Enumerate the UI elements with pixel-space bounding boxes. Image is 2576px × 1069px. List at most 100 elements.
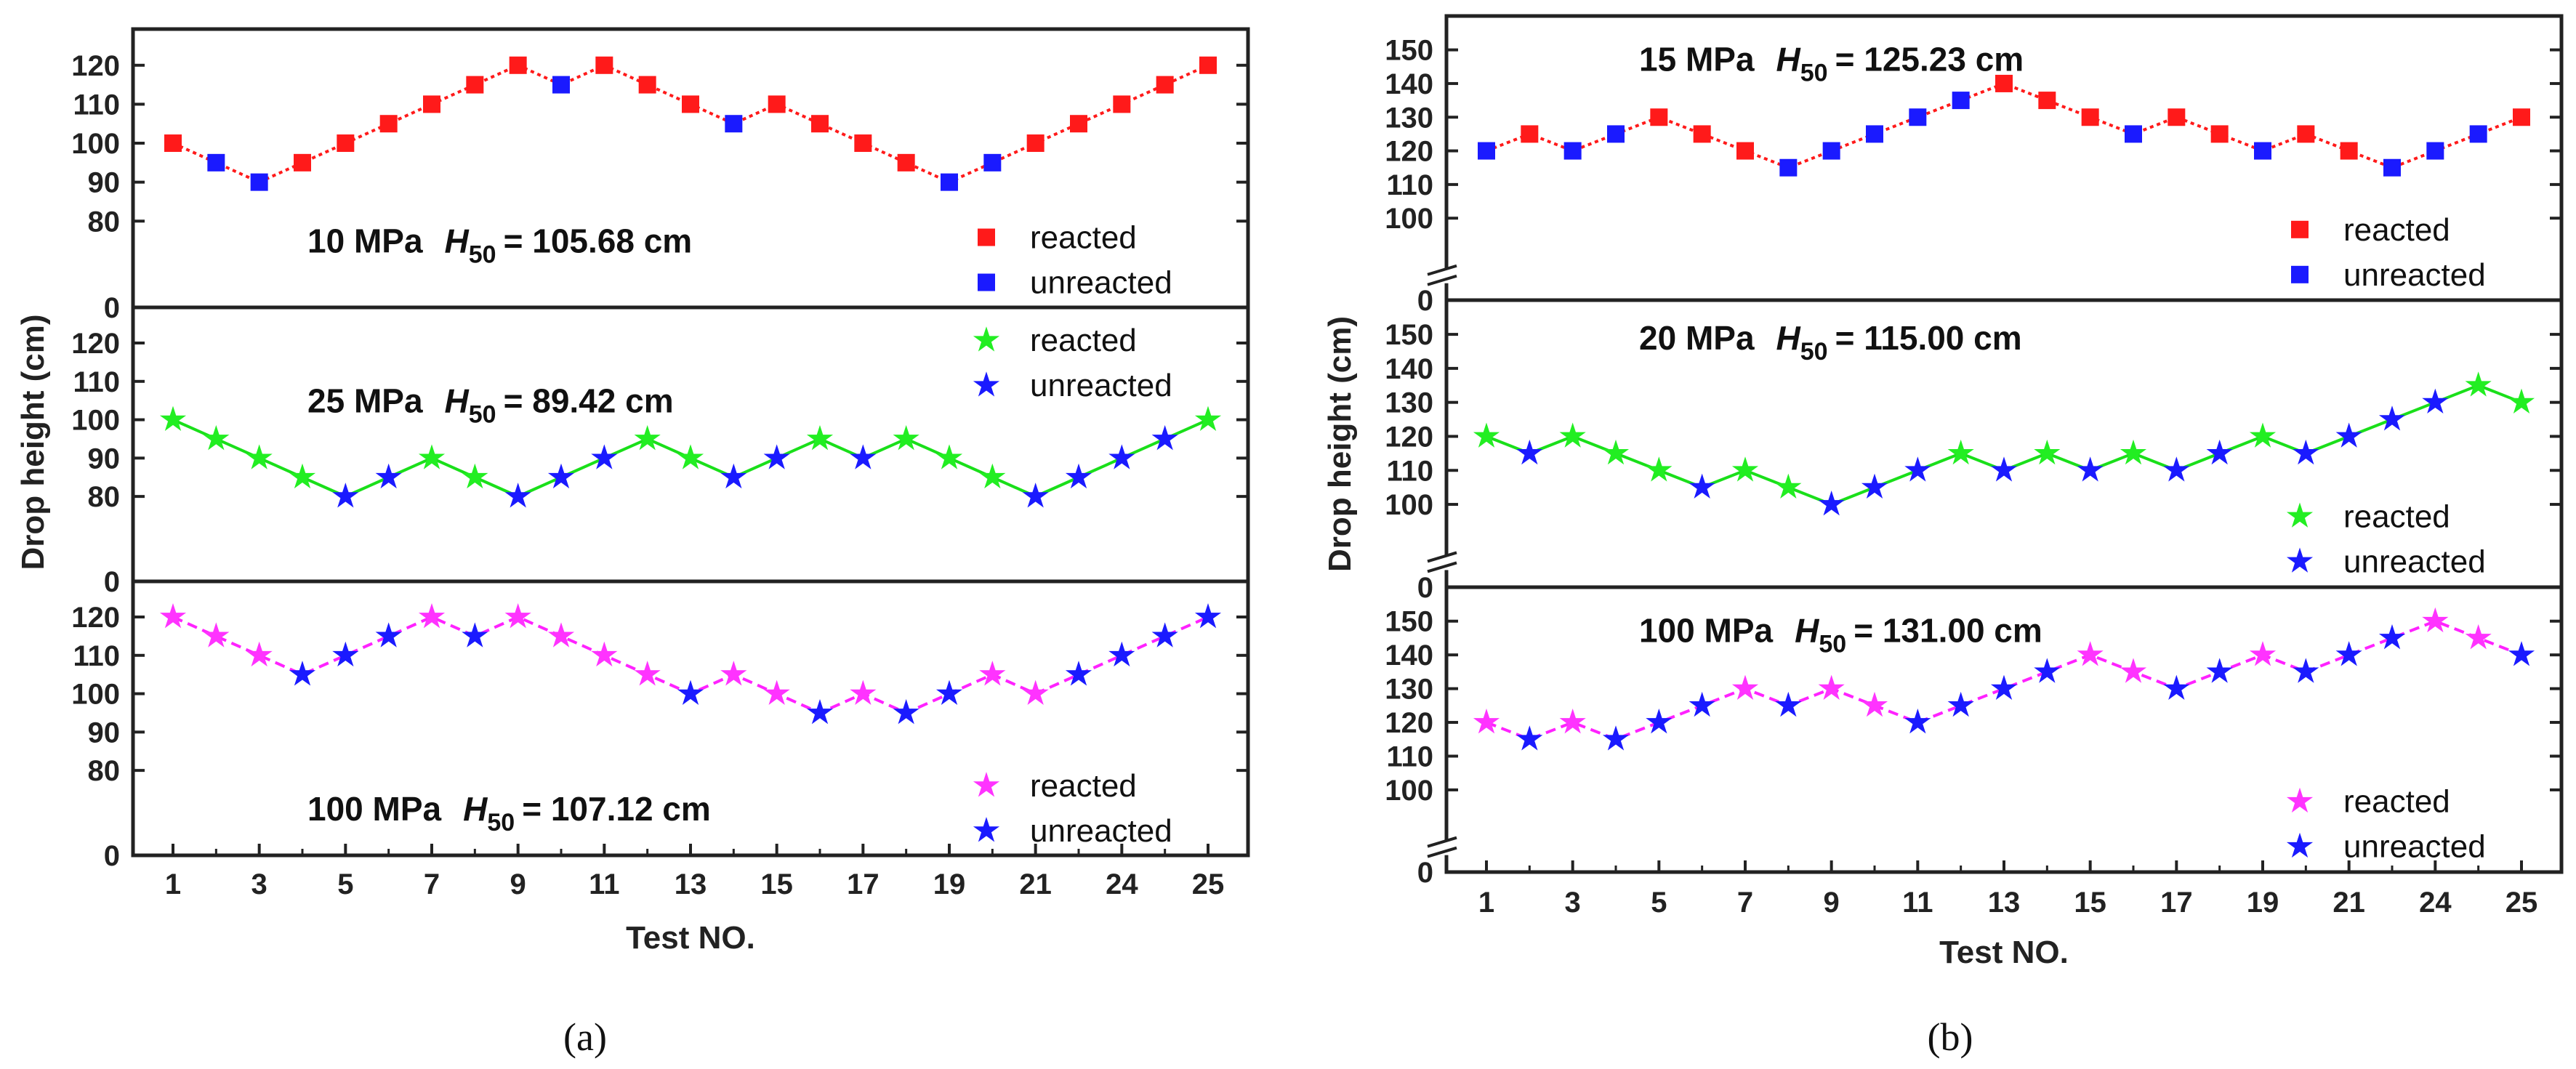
data-point-unreacted <box>935 679 963 705</box>
x-tick-label: 21 <box>2333 887 2365 919</box>
caption-b: (b) <box>1928 1015 1973 1059</box>
data-point-reacted <box>1731 456 1759 482</box>
data-point-reacted <box>768 95 786 113</box>
data-point-reacted <box>979 463 1006 489</box>
data-point-unreacted <box>1947 691 1974 717</box>
data-point-unreacted <box>893 698 919 725</box>
y-tick-label: 90 <box>88 717 121 749</box>
data-point-reacted <box>462 463 488 489</box>
data-point-unreacted <box>250 173 268 191</box>
y-tick-label: 110 <box>73 89 120 121</box>
legend-label-unreacted: unreacted <box>2343 544 2486 579</box>
annotation-subscript: 50 <box>1800 59 1828 86</box>
legend-label-reacted: reacted <box>2343 499 2450 534</box>
data-point-reacted <box>2508 388 2535 414</box>
legend-marker-reacted <box>973 326 1000 352</box>
data-point-reacted <box>2249 641 2277 666</box>
data-point-unreacted <box>2163 456 2190 482</box>
data-point-reacted <box>806 424 834 451</box>
y-tick-label: 0 <box>104 840 120 872</box>
y-tick-label: 110 <box>1386 169 1433 201</box>
legend: reacted unreacted <box>973 768 1172 849</box>
annotation-value: = 125.23 cm <box>1835 40 2024 78</box>
x-tick-label: 21 <box>1019 868 1052 900</box>
legend-label-reacted: reacted <box>1030 220 1137 256</box>
data-point-unreacted <box>806 698 834 725</box>
data-point-reacted <box>1113 95 1131 113</box>
data-point-reacted <box>897 153 915 172</box>
panel-annotation: 100 MPa H50 = 131.00 cm <box>1639 611 2042 658</box>
data-point-unreacted <box>1646 709 1673 734</box>
data-point-reacted <box>246 641 273 667</box>
data-point-unreacted <box>1108 444 1135 469</box>
data-point-unreacted <box>850 444 877 469</box>
data-point-unreacted <box>462 622 488 648</box>
annotation-subscript: 50 <box>469 400 496 428</box>
data-point-reacted <box>1861 691 1888 717</box>
legend-label-unreacted: unreacted <box>1030 265 1172 301</box>
data-point-reacted <box>595 56 613 74</box>
x-tick-label: 3 <box>1565 887 1581 919</box>
data-point-reacted <box>159 406 187 431</box>
legend-marker-reacted <box>2286 502 2314 528</box>
legend-marker-unreacted <box>973 817 1000 842</box>
x-tick-label: 5 <box>1651 887 1667 919</box>
data-point-reacted <box>1602 439 1630 465</box>
data-point-reacted <box>2034 439 2061 465</box>
data-point-unreacted <box>547 463 575 489</box>
data-point-reacted <box>591 641 618 667</box>
panel-annotation: 10 MPa H50 = 105.68 cm <box>307 222 692 268</box>
y-tick-label: 80 <box>88 481 121 513</box>
panel-annotation: 25 MPa H50 = 89.42 cm <box>307 382 674 428</box>
data-point-reacted <box>2297 125 2315 143</box>
data-point-reacted <box>423 95 440 113</box>
data-point-reacted <box>2465 624 2492 650</box>
data-point-unreacted <box>1151 622 1178 648</box>
x-tick-label: 1 <box>1478 887 1494 919</box>
legend: reacted unreacted <box>973 323 1172 403</box>
y-tick-label: 120 <box>1385 136 1433 168</box>
data-point-reacted <box>2120 658 2147 683</box>
data-point-unreacted <box>2125 125 2142 143</box>
annotation-subscript: 50 <box>1819 630 1846 658</box>
data-point-unreacted <box>1818 491 1845 516</box>
data-point-reacted <box>547 622 575 648</box>
data-point-unreacted <box>2469 125 2487 143</box>
data-point-unreacted <box>2206 439 2233 465</box>
legend-label-unreacted: unreacted <box>2343 829 2486 865</box>
x-tick-label: 3 <box>251 868 267 900</box>
y-tick-label: 100 <box>1385 489 1433 521</box>
x-tick-label: 19 <box>933 868 966 900</box>
legend-marker-unreacted <box>2286 547 2314 573</box>
data-point-reacted <box>1995 74 2013 92</box>
y-tick-label: 140 <box>1385 640 1433 671</box>
series-line <box>1486 81 2522 169</box>
x-tick-label: 7 <box>424 868 440 900</box>
data-point-reacted <box>1026 134 1045 153</box>
x-tick-label: 11 <box>589 868 619 900</box>
annotation-pressure: 10 MPa <box>307 222 423 259</box>
data-point-unreacted <box>1065 661 1092 686</box>
x-tick-label: 7 <box>1737 887 1753 919</box>
x-tick-label: 19 <box>2247 887 2279 919</box>
data-point-unreacted <box>1775 691 1802 717</box>
data-point-unreacted <box>1108 641 1135 667</box>
annotation-subscript: 50 <box>1800 338 1828 366</box>
y-tick-label: 90 <box>88 443 121 475</box>
data-point-reacted <box>379 115 398 133</box>
data-point-unreacted <box>552 76 570 94</box>
data-point-reacted <box>2120 439 2147 465</box>
x-tick-label: 25 <box>1192 868 1225 900</box>
annotation-value: = 89.42 cm <box>504 382 674 419</box>
data-point-reacted <box>634 661 661 686</box>
caption-a: (a) <box>563 1015 607 1059</box>
data-point-unreacted <box>2422 388 2449 414</box>
data-point-reacted <box>1646 456 1673 482</box>
legend-marker-reacted <box>2286 787 2314 813</box>
y-tick-label: 110 <box>73 640 120 672</box>
data-point-unreacted <box>1904 456 1931 482</box>
legend-label-unreacted: unreacted <box>2343 257 2486 293</box>
legend-marker-reacted <box>973 772 1000 797</box>
data-point-unreacted <box>1151 424 1178 451</box>
